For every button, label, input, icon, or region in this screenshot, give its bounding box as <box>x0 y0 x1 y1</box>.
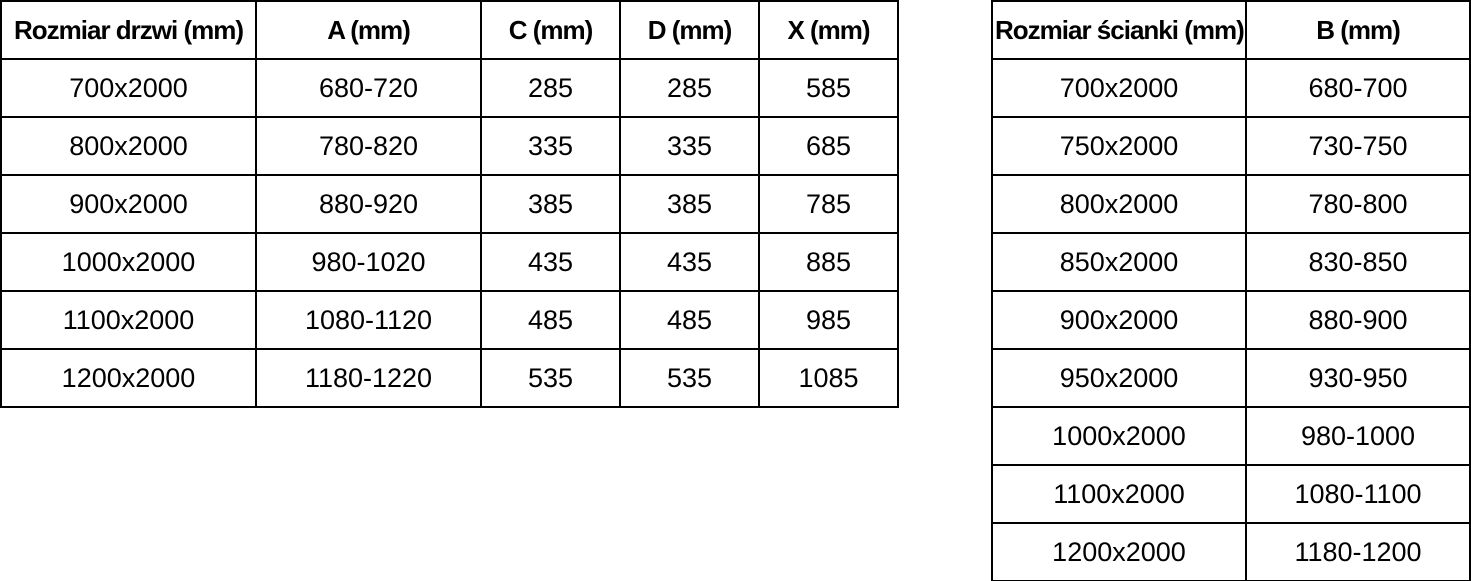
table-cell: 900x2000 <box>0 174 257 234</box>
table-cell: 780-820 <box>255 116 482 176</box>
table-cell: 385 <box>619 174 760 234</box>
table-row: 800x2000 780-800 <box>991 174 1471 234</box>
table-cell: 730-750 <box>1245 116 1471 176</box>
table-cell: 285 <box>480 58 621 118</box>
column-header: C (mm) <box>480 0 621 60</box>
table-row: 900x2000 880-900 <box>991 290 1471 350</box>
header-row: Rozmiar ścianki (mm) B (mm) <box>991 0 1471 60</box>
column-header: B (mm) <box>1245 0 1471 60</box>
table-cell: 880-900 <box>1245 290 1471 350</box>
table-cell: 880-920 <box>255 174 482 234</box>
table-cell: 680-700 <box>1245 58 1471 118</box>
column-header: Rozmiar ścianki (mm) <box>991 0 1247 60</box>
table-cell: 850x2000 <box>991 232 1247 292</box>
table-cell: 1080-1100 <box>1245 464 1471 524</box>
table-cell: 885 <box>758 232 899 292</box>
table-cell: 285 <box>619 58 760 118</box>
table-cell: 435 <box>480 232 621 292</box>
table-cell: 1180-1220 <box>255 348 482 408</box>
wall-size-table: Rozmiar ścianki (mm) B (mm) 700x2000 680-70… <box>991 0 1471 581</box>
table-cell: 1100x2000 <box>0 290 257 350</box>
table-cell: 485 <box>619 290 760 350</box>
table-cell: 785 <box>758 174 899 234</box>
table-row: 1200x2000 1180-1200 <box>991 522 1471 581</box>
table-cell: 830-850 <box>1245 232 1471 292</box>
table-cell: 900x2000 <box>991 290 1247 350</box>
table-cell: 335 <box>480 116 621 176</box>
header-row: Rozmiar drzwi (mm) A (mm) C (mm) D (mm) X (m… <box>0 0 899 60</box>
column-header: X (mm) <box>758 0 899 60</box>
table-cell: 985 <box>758 290 899 350</box>
column-header: D (mm) <box>619 0 760 60</box>
door-size-table: Rozmiar drzwi (mm) A (mm) C (mm) D (mm) X (m… <box>0 0 899 408</box>
column-header: A (mm) <box>255 0 482 60</box>
table-cell: 585 <box>758 58 899 118</box>
table-cell: 1000x2000 <box>991 406 1247 466</box>
table-cell: 1000x2000 <box>0 232 257 292</box>
table-cell: 980-1000 <box>1245 406 1471 466</box>
table-cell: 800x2000 <box>991 174 1247 234</box>
table-cell: 750x2000 <box>991 116 1247 176</box>
table-row: 900x2000 880-920 385 385 785 <box>0 174 899 234</box>
table-cell: 335 <box>619 116 760 176</box>
table-cell: 700x2000 <box>991 58 1247 118</box>
table-row: 700x2000 680-700 <box>991 58 1471 118</box>
table-row: 1000x2000 980-1000 <box>991 406 1471 466</box>
table-cell: 685 <box>758 116 899 176</box>
table-cell: 385 <box>480 174 621 234</box>
table-row: 1000x2000 980-1020 435 435 885 <box>0 232 899 292</box>
table-cell: 980-1020 <box>255 232 482 292</box>
table-cell: 950x2000 <box>991 348 1247 408</box>
table-cell: 1085 <box>758 348 899 408</box>
table-cell: 930-950 <box>1245 348 1471 408</box>
table-row: 950x2000 930-950 <box>991 348 1471 408</box>
table-cell: 680-720 <box>255 58 482 118</box>
table-cell: 435 <box>619 232 760 292</box>
table-row: 1100x2000 1080-1100 <box>991 464 1471 524</box>
table-row: 1100x2000 1080-1120 485 485 985 <box>0 290 899 350</box>
table-cell: 800x2000 <box>0 116 257 176</box>
table-row: 1200x2000 1180-1220 535 535 1085 <box>0 348 899 408</box>
table-row: 800x2000 780-820 335 335 685 <box>0 116 899 176</box>
table-cell: 780-800 <box>1245 174 1471 234</box>
table-cell: 485 <box>480 290 621 350</box>
table-row: 700x2000 680-720 285 285 585 <box>0 58 899 118</box>
table-cell: 535 <box>480 348 621 408</box>
table-cell: 1080-1120 <box>255 290 482 350</box>
column-header: Rozmiar drzwi (mm) <box>0 0 257 60</box>
table-cell: 535 <box>619 348 760 408</box>
table-row: 850x2000 830-850 <box>991 232 1471 292</box>
table-cell: 1200x2000 <box>991 522 1247 581</box>
table-row: 750x2000 730-750 <box>991 116 1471 176</box>
table-cell: 1100x2000 <box>991 464 1247 524</box>
table-cell: 1180-1200 <box>1245 522 1471 581</box>
table-cell: 700x2000 <box>0 58 257 118</box>
table-cell: 1200x2000 <box>0 348 257 408</box>
